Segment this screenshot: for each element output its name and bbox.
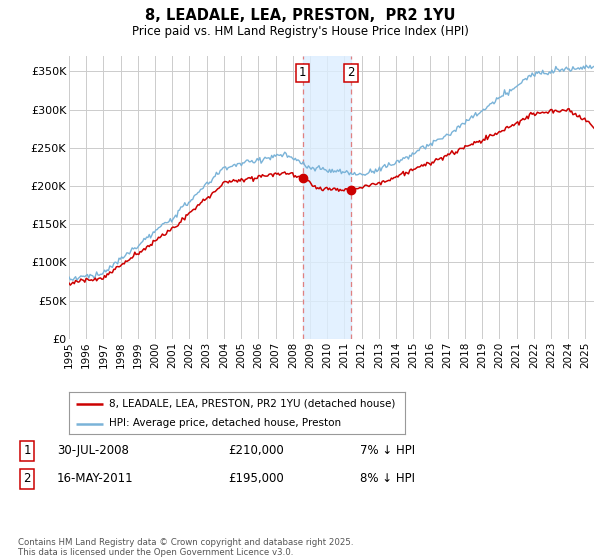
- Text: 8, LEADALE, LEA, PRESTON,  PR2 1YU: 8, LEADALE, LEA, PRESTON, PR2 1YU: [145, 8, 455, 24]
- Text: £195,000: £195,000: [228, 472, 284, 486]
- Text: HPI: Average price, detached house, Preston: HPI: Average price, detached house, Pres…: [109, 418, 341, 428]
- Text: 1: 1: [23, 444, 31, 458]
- Text: Contains HM Land Registry data © Crown copyright and database right 2025.
This d: Contains HM Land Registry data © Crown c…: [18, 538, 353, 557]
- Text: 8% ↓ HPI: 8% ↓ HPI: [360, 472, 415, 486]
- Bar: [303, 56, 351, 339]
- Text: 7% ↓ HPI: 7% ↓ HPI: [360, 444, 415, 458]
- Text: £210,000: £210,000: [228, 444, 284, 458]
- Text: 8, LEADALE, LEA, PRESTON, PR2 1YU (detached house): 8, LEADALE, LEA, PRESTON, PR2 1YU (detac…: [109, 399, 395, 409]
- Text: 30-JUL-2008: 30-JUL-2008: [57, 444, 129, 458]
- Text: 2: 2: [23, 472, 31, 486]
- Text: 16-MAY-2011: 16-MAY-2011: [57, 472, 134, 486]
- Text: Price paid vs. HM Land Registry's House Price Index (HPI): Price paid vs. HM Land Registry's House …: [131, 25, 469, 38]
- Text: 2: 2: [347, 67, 355, 80]
- Text: 1: 1: [299, 67, 307, 80]
